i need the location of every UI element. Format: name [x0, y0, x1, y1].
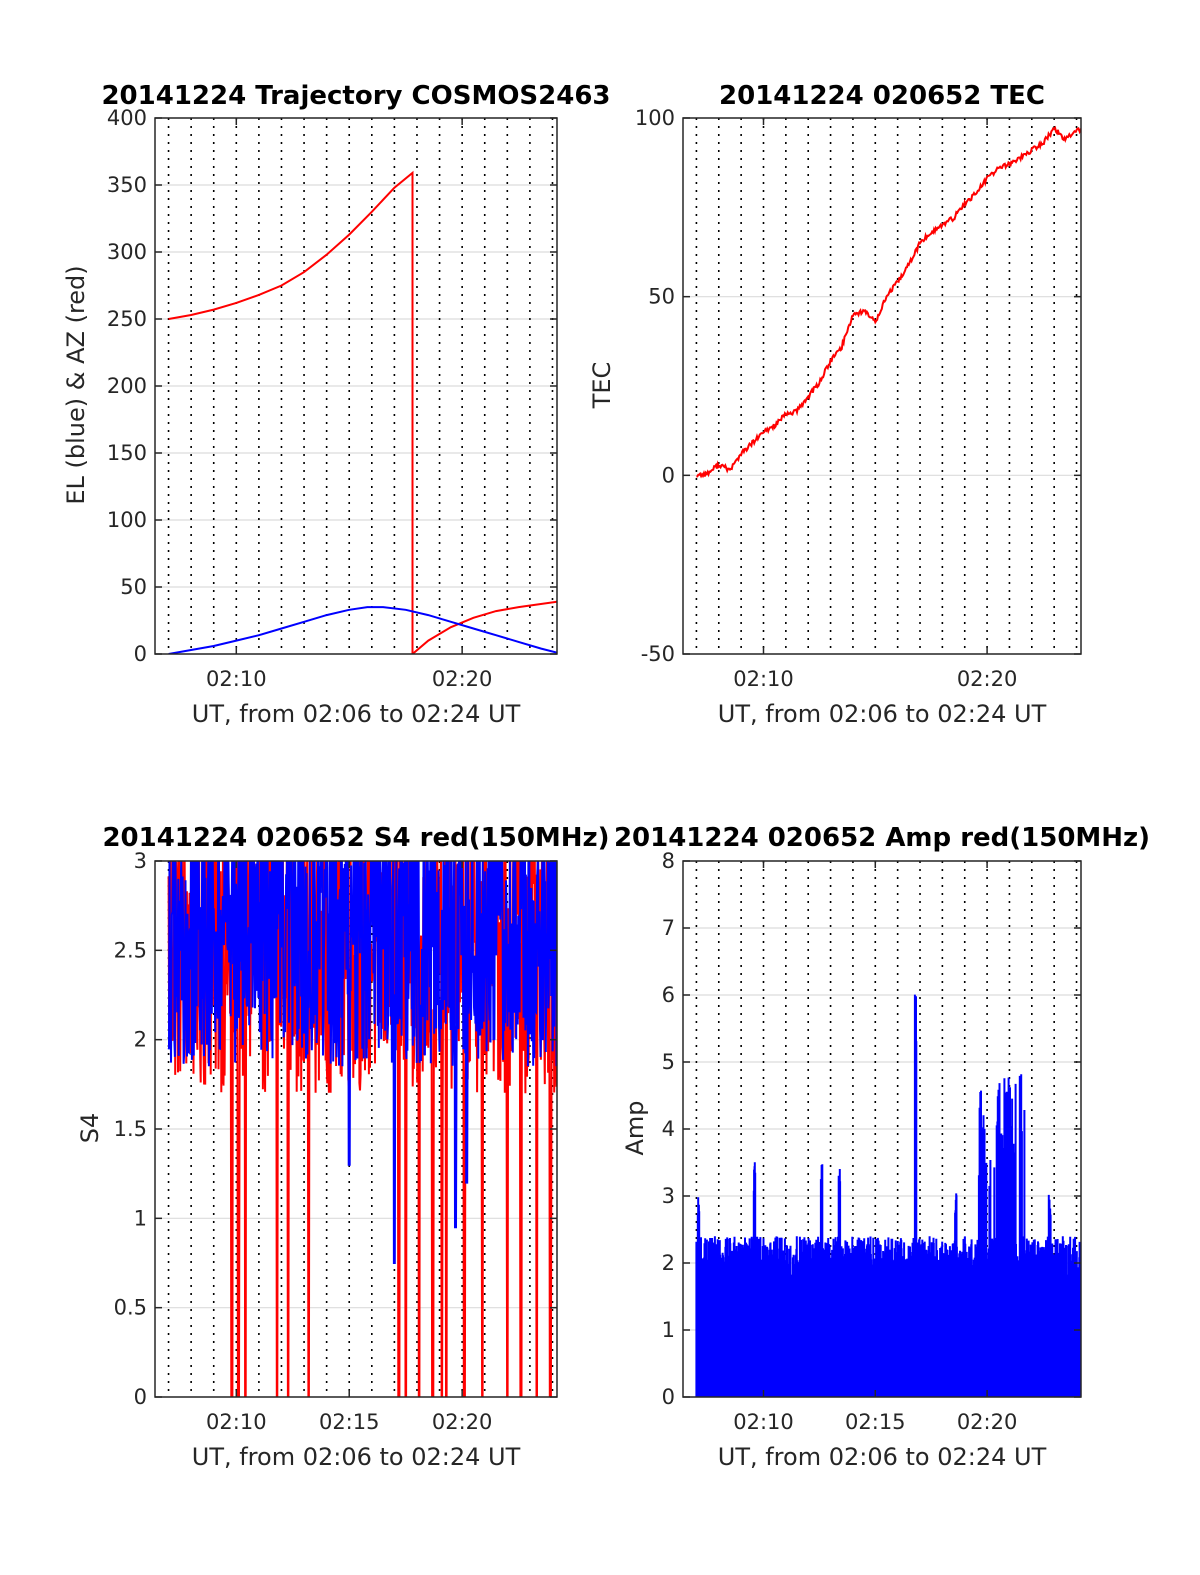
- s4-y-ticks: 0 0.5 1 1.5 2 2.5 3: [114, 849, 557, 1409]
- x-tick-label: 02:10: [206, 1410, 267, 1434]
- y-tick-label: 0: [134, 1385, 147, 1409]
- tec-y-ticks: -50 0 50 100: [635, 106, 1081, 666]
- tec-x-ticks: 02:10 02:20: [733, 118, 1017, 691]
- amp-title: 20141224 020652 Amp red(150MHz): [614, 823, 1150, 853]
- y-tick-label: 3: [134, 849, 147, 873]
- y-tick-label: 1: [134, 1206, 147, 1230]
- y-tick-label: 0: [134, 642, 147, 666]
- y-tick-label: 8: [662, 849, 675, 873]
- y-tick-label: 0: [662, 1385, 675, 1409]
- y-tick-label: 400: [107, 106, 147, 130]
- y-tick-label: 250: [107, 307, 147, 331]
- x-tick-label: 02:10: [733, 1410, 794, 1434]
- trajectory-series-blue: [168, 606, 557, 654]
- trajectory-y-ticks: 0 50 100 150 200 250 300 350 400: [107, 106, 557, 666]
- x-tick-label: 02:20: [957, 1410, 1018, 1434]
- y-tick-label: 100: [635, 106, 675, 130]
- tec-series: [696, 125, 1081, 479]
- trajectory-grid: [155, 117, 557, 655]
- y-tick-label: 50: [120, 575, 147, 599]
- y-tick-label: 0.5: [114, 1296, 147, 1320]
- x-tick-label: 02:20: [432, 1410, 493, 1434]
- s4-y-label: S4: [76, 1113, 104, 1144]
- trajectory-y-label: EL (blue) & AZ (red): [62, 265, 90, 504]
- y-tick-label: 350: [107, 173, 147, 197]
- y-tick-label: 200: [107, 374, 147, 398]
- y-tick-label: 300: [107, 240, 147, 264]
- tec-axes-box: [682, 117, 1082, 655]
- x-tick-label: 02:10: [206, 667, 267, 691]
- y-tick-label: 100: [107, 508, 147, 532]
- y-tick-label: 6: [662, 983, 675, 1007]
- x-tick-label: 02:20: [432, 667, 493, 691]
- x-tick-label: 02:15: [845, 1410, 906, 1434]
- trajectory-panel: 20141224 Trajectory COSMOS2463 02:10 02:2…: [62, 81, 611, 728]
- x-tick-label: 02:15: [319, 1410, 380, 1434]
- trajectory-series: [168, 170, 557, 654]
- s4-title: 20141224 020652 S4 red(150MHz): [102, 823, 609, 853]
- amp-series-blue: [695, 994, 1081, 1397]
- trajectory-title: 20141224 Trajectory COSMOS2463: [101, 81, 610, 111]
- y-tick-label: 4: [662, 1117, 675, 1141]
- y-tick-label: 2: [662, 1251, 675, 1275]
- trajectory-x-ticks: 02:10 02:20: [206, 118, 492, 691]
- trajectory-series-red: [168, 170, 557, 654]
- amp-y-label: Amp: [621, 1100, 649, 1155]
- y-tick-label: 0: [662, 463, 675, 487]
- amp-x-label: UT, from 02:06 to 02:24 UT: [718, 1443, 1047, 1471]
- y-tick-label: 2.5: [114, 938, 147, 962]
- y-tick-label: 5: [662, 1050, 675, 1074]
- amp-panel: 20141224 020652 Amp red(150MHz) 02:10 02:…: [614, 823, 1150, 1471]
- s4-panel: 20141224 020652 S4 red(150MHz) 02:10 02:1…: [76, 823, 610, 1471]
- y-tick-label: 7: [662, 916, 675, 940]
- amp-series: [695, 994, 1081, 1397]
- y-tick-label: 1.5: [114, 1117, 147, 1141]
- y-tick-label: 50: [648, 285, 675, 309]
- s4-x-ticks: 02:10 02:15 02:20: [206, 861, 492, 1434]
- tec-panel: 20141224 020652 TEC 02:10 02:20 -50 0 50 100…: [588, 81, 1082, 728]
- amp-y-ticks: 0 1 2 3 4 5 6 7 8: [662, 849, 1081, 1409]
- y-tick-label: 1: [662, 1318, 675, 1342]
- tec-title: 20141224 020652 TEC: [719, 81, 1045, 111]
- s4-series-blue: [167, 861, 557, 1264]
- tec-x-label: UT, from 02:06 to 02:24 UT: [718, 700, 1047, 728]
- y-tick-label: 150: [107, 441, 147, 465]
- s4-series: [167, 861, 557, 1397]
- x-tick-label: 02:20: [957, 667, 1018, 691]
- y-tick-label: -50: [641, 642, 675, 666]
- y-tick-label: 2: [134, 1028, 147, 1052]
- s4-x-label: UT, from 02:06 to 02:24 UT: [192, 1443, 521, 1471]
- amp-x-ticks: 02:10 02:15 02:20: [733, 861, 1017, 1434]
- tec-series-red: [696, 125, 1081, 479]
- x-tick-label: 02:10: [733, 667, 794, 691]
- tec-y-label: TEC: [588, 362, 616, 410]
- trajectory-x-label: UT, from 02:06 to 02:24 UT: [192, 700, 521, 728]
- y-tick-label: 3: [662, 1184, 675, 1208]
